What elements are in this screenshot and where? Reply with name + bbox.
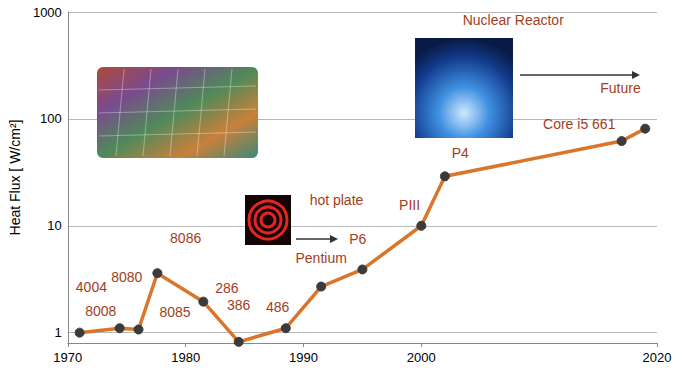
- svg-text:1990: 1990: [289, 350, 318, 365]
- svg-text:Pentium: Pentium: [295, 250, 346, 266]
- svg-text:4004: 4004: [76, 279, 107, 295]
- svg-text:10: 10: [47, 218, 61, 233]
- svg-text:hot plate: hot plate: [310, 192, 364, 208]
- svg-text:386: 386: [227, 297, 251, 313]
- svg-text:Future: Future: [600, 80, 641, 96]
- svg-text:Core i5 661: Core i5 661: [543, 116, 616, 132]
- svg-text:P6: P6: [349, 231, 366, 247]
- svg-text:1980: 1980: [171, 350, 200, 365]
- svg-text:100: 100: [40, 111, 62, 126]
- svg-text:Heat Flux [ W/cm²]: Heat Flux [ W/cm²]: [7, 120, 23, 236]
- svg-text:P4: P4: [452, 145, 469, 161]
- svg-text:2000: 2000: [407, 350, 436, 365]
- svg-text:1970: 1970: [53, 350, 82, 365]
- svg-text:8080: 8080: [111, 269, 142, 285]
- svg-text:PIII: PIII: [399, 197, 420, 213]
- svg-text:2020: 2020: [643, 350, 672, 365]
- svg-text:486: 486: [266, 299, 290, 315]
- svg-text:286: 286: [215, 280, 239, 296]
- svg-text:8086: 8086: [170, 230, 201, 246]
- svg-text:8008: 8008: [85, 303, 116, 319]
- svg-text:8085: 8085: [159, 304, 190, 320]
- svg-text:1: 1: [55, 325, 62, 340]
- svg-text:1000: 1000: [33, 5, 62, 20]
- svg-text:Nuclear Reactor: Nuclear Reactor: [463, 12, 564, 28]
